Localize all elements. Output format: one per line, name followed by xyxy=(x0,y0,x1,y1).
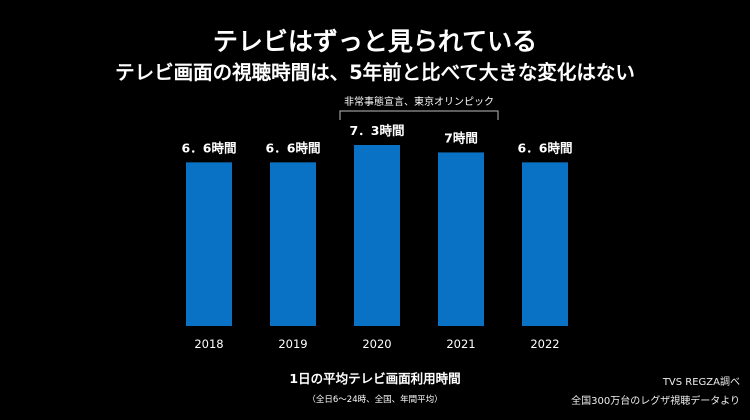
bar-2019 xyxy=(270,162,316,326)
tick-label-2019: 2019 xyxy=(278,337,307,351)
source-note: 全国300万台のレグザ視聴データより xyxy=(571,396,740,407)
page-title: テレビはずっと見られている xyxy=(212,27,538,56)
x-axis-note: （全日6～24時、全国、年間平均） xyxy=(307,394,442,405)
page-subtitle: テレビ画面の視聴時間は、5年前と比べて大きな変化はない xyxy=(115,61,635,84)
data-label-2022: 6．6時間 xyxy=(518,140,573,155)
data-label-2018: 6．6時間 xyxy=(182,140,237,155)
bar-2020 xyxy=(354,145,400,326)
data-label-2019: 6．6時間 xyxy=(266,140,321,155)
tick-label-2021: 2021 xyxy=(446,337,475,351)
data-label-2021: 7時間 xyxy=(444,130,478,145)
x-axis-title: 1日の平均テレビ画面利用時間 xyxy=(289,371,460,386)
tick-label-2022: 2022 xyxy=(530,337,559,351)
tick-label-2020: 2020 xyxy=(362,337,391,351)
bar-2022 xyxy=(522,162,568,326)
annotation-bracket xyxy=(339,110,499,120)
tick-label-2018: 2018 xyxy=(194,337,223,351)
bar-2021 xyxy=(438,152,484,326)
data-label-2020: 7．3時間 xyxy=(350,123,405,138)
annotation-label: 非常事態宣言、東京オリンピック xyxy=(344,95,494,108)
source-credit: TVS REGZA調べ xyxy=(662,377,740,388)
bar-2018 xyxy=(186,162,232,326)
